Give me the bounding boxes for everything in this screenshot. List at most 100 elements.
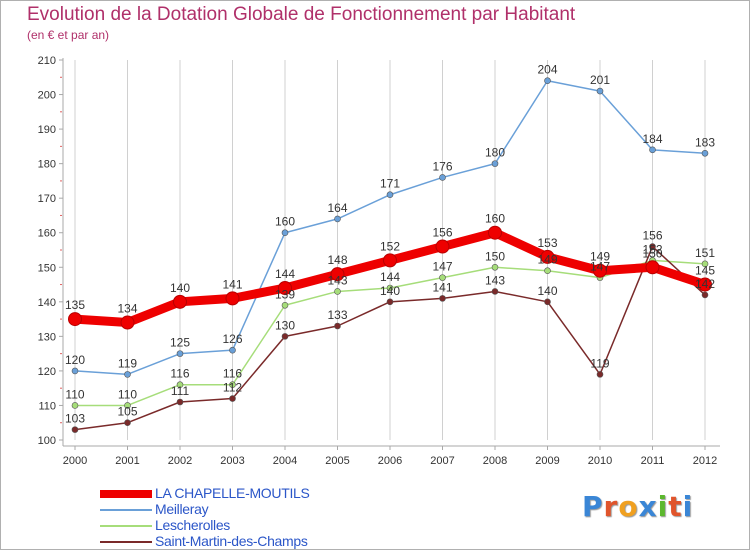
data-label-saint-martin-des-champs-2003: 112 <box>223 381 242 395</box>
data-label-saint-martin-des-champs-2008: 143 <box>485 273 505 287</box>
data-label-lescherolles-2002: 116 <box>170 367 189 381</box>
point-la-chapelle-moutils-2000 <box>68 312 82 327</box>
data-label-lescherolles-2008: 150 <box>485 249 505 263</box>
point-lescherolles-2008 <box>491 263 499 271</box>
x-tick-label-2003: 2003 <box>220 455 244 467</box>
point-la-chapelle-moutils-2011 <box>645 260 660 275</box>
point-meilleray-2002 <box>176 350 184 357</box>
x-tick-label-2002: 2002 <box>168 455 192 467</box>
point-lescherolles-2007 <box>439 274 446 281</box>
data-label-la-chapelle-moutils-2010: 149 <box>590 250 610 264</box>
point-meilleray-2007 <box>439 174 446 181</box>
data-label-meilleray-2007: 176 <box>432 159 452 173</box>
point-meilleray-2001 <box>124 371 131 378</box>
data-label-la-chapelle-moutils-2012: 145 <box>695 264 715 278</box>
data-label-saint-martin-des-champs-2010: 119 <box>590 356 609 370</box>
point-saint-martin-des-champs-2002 <box>176 398 184 406</box>
data-label-la-chapelle-moutils-2011: 150 <box>642 246 662 260</box>
data-label-saint-martin-des-champs-2000: 103 <box>65 412 85 426</box>
point-lescherolles-2006 <box>386 284 394 292</box>
x-tick-label-2008: 2008 <box>483 455 507 467</box>
data-label-meilleray-2002: 125 <box>170 336 190 350</box>
data-label-lescherolles-2003: 116 <box>223 367 242 381</box>
legend-swatch <box>100 490 152 498</box>
logo-letter: i <box>657 490 669 523</box>
x-tick-label-2009: 2009 <box>535 455 559 467</box>
y-tick-label-140: 140 <box>38 297 56 309</box>
data-label-saint-martin-des-champs-2001: 105 <box>117 405 137 419</box>
data-label-meilleray-2010: 201 <box>590 73 610 87</box>
point-meilleray-2012 <box>701 149 709 157</box>
logo-letter: i <box>682 490 694 523</box>
series-points <box>68 77 712 433</box>
data-label-la-chapelle-moutils-2005: 148 <box>327 253 347 267</box>
point-meilleray-2010 <box>596 87 604 95</box>
point-meilleray-2009 <box>544 77 551 85</box>
x-tick-label-2000: 2000 <box>63 455 87 467</box>
data-label-meilleray-2012: 183 <box>695 135 715 149</box>
line-chart: 100 110 120 130 140 150 160 170 180 190 200 210 2000… <box>38 55 720 467</box>
data-label-meilleray-2001: 119 <box>118 356 137 370</box>
point-lescherolles-2001 <box>124 402 131 409</box>
x-tick-label-2005: 2005 <box>325 455 349 467</box>
legend-label: Meilleray <box>155 501 209 517</box>
y-tick-label-180: 180 <box>38 159 56 171</box>
data-label-lescherolles-2011: 152 <box>642 242 662 256</box>
legend-label: LA CHAPELLE-MOUTILS <box>155 485 310 501</box>
data-label-lescherolles-2012: 151 <box>695 246 715 260</box>
point-saint-martin-des-champs-2000 <box>71 426 79 433</box>
data-label-saint-martin-des-champs-2007: 141 <box>432 280 452 294</box>
data-label-la-chapelle-moutils-2006: 152 <box>380 239 400 253</box>
y-tick-label-110: 110 <box>38 400 56 412</box>
point-saint-martin-des-champs-2008 <box>491 288 499 295</box>
x-tick-label-2010: 2010 <box>588 455 612 467</box>
point-lescherolles-2005 <box>334 288 341 295</box>
point-meilleray-2008 <box>491 160 499 167</box>
point-la-chapelle-moutils-2003 <box>225 291 240 306</box>
point-saint-martin-des-champs-2011 <box>649 243 656 250</box>
proxiti-logo: Proxiti <box>582 490 693 523</box>
y-tick-label-200: 200 <box>38 90 56 102</box>
data-label-lescherolles-2010: 147 <box>590 260 610 274</box>
point-la-chapelle-moutils-2005 <box>330 267 345 282</box>
point-la-chapelle-moutils-2006 <box>383 253 397 268</box>
point-meilleray-2011 <box>649 146 656 154</box>
data-label-lescherolles-2005: 143 <box>327 273 347 287</box>
chart-title: Evolution de la Dotation Globale de Fonc… <box>27 4 576 25</box>
data-label-meilleray-2003: 126 <box>222 332 242 346</box>
point-meilleray-2000 <box>71 367 79 375</box>
legend-swatch <box>100 541 152 543</box>
point-saint-martin-des-champs-2010 <box>596 371 604 378</box>
point-meilleray-2004 <box>281 229 289 237</box>
y-tick-label-170: 170 <box>38 193 56 205</box>
point-la-chapelle-moutils-2002 <box>173 294 187 309</box>
legend-swatch <box>100 525 152 527</box>
point-la-chapelle-moutils-2012 <box>698 277 712 292</box>
point-la-chapelle-moutils-2004 <box>278 281 292 295</box>
point-lescherolles-2003 <box>229 381 236 389</box>
data-label-la-chapelle-moutils-2000: 135 <box>65 298 85 312</box>
y-tick-label-210: 210 <box>38 55 56 67</box>
data-label-la-chapelle-moutils-2008: 160 <box>485 212 505 226</box>
point-lescherolles-2009 <box>544 267 551 275</box>
grid-lines <box>74 60 706 440</box>
data-label-lescherolles-2001: 110 <box>118 387 137 401</box>
x-tick-label-2006: 2006 <box>378 455 402 467</box>
point-saint-martin-des-champs-2012 <box>701 291 709 299</box>
x-tick-label-2001: 2001 <box>115 455 139 467</box>
logo-letter: r <box>603 490 619 523</box>
x-tick-label-2004: 2004 <box>273 455 297 467</box>
point-lescherolles-2002 <box>176 381 184 389</box>
data-label-meilleray-2000: 120 <box>65 353 85 367</box>
data-label-meilleray-2005: 164 <box>327 201 347 215</box>
logo-letter: P <box>582 490 604 523</box>
axes <box>59 58 720 450</box>
data-label-la-chapelle-moutils-2002: 140 <box>170 281 190 295</box>
data-label-meilleray-2009: 204 <box>537 63 557 77</box>
y-tick-label-160: 160 <box>38 228 56 240</box>
point-meilleray-2006 <box>386 191 394 199</box>
data-label-lescherolles-2000: 110 <box>65 387 84 401</box>
logo-letter: x <box>638 490 658 523</box>
point-lescherolles-2000 <box>71 402 79 409</box>
